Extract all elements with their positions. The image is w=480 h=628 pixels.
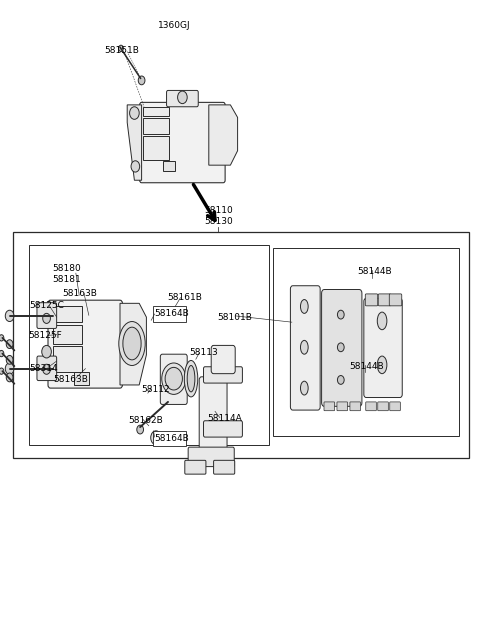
- FancyBboxPatch shape: [204, 421, 242, 437]
- Text: 58144B: 58144B: [358, 267, 392, 276]
- Circle shape: [138, 76, 145, 85]
- Polygon shape: [127, 105, 142, 180]
- Ellipse shape: [187, 365, 195, 392]
- FancyBboxPatch shape: [185, 460, 206, 474]
- Bar: [53, 346, 82, 372]
- Bar: [163, 161, 175, 171]
- Circle shape: [0, 368, 4, 374]
- Circle shape: [0, 350, 4, 357]
- Ellipse shape: [300, 340, 308, 354]
- Ellipse shape: [300, 381, 308, 395]
- Circle shape: [6, 355, 13, 364]
- Ellipse shape: [377, 312, 387, 330]
- Text: 58163B: 58163B: [62, 289, 97, 298]
- Text: 58130: 58130: [204, 217, 233, 225]
- Bar: [74, 372, 89, 385]
- FancyBboxPatch shape: [337, 402, 348, 411]
- Circle shape: [162, 363, 186, 394]
- FancyBboxPatch shape: [199, 377, 227, 455]
- FancyBboxPatch shape: [160, 354, 187, 404]
- Circle shape: [131, 161, 140, 172]
- Text: 58164B: 58164B: [155, 434, 189, 443]
- FancyBboxPatch shape: [324, 402, 335, 411]
- Bar: [143, 136, 169, 160]
- Bar: [143, 118, 169, 134]
- Circle shape: [5, 363, 14, 374]
- Bar: [29, 245, 269, 445]
- Circle shape: [43, 313, 50, 323]
- FancyBboxPatch shape: [188, 447, 234, 467]
- Circle shape: [151, 431, 161, 445]
- Bar: [153, 431, 186, 446]
- Circle shape: [43, 364, 50, 374]
- FancyBboxPatch shape: [366, 402, 376, 411]
- Circle shape: [154, 435, 158, 441]
- Circle shape: [119, 45, 123, 51]
- Text: 58161B: 58161B: [167, 293, 202, 302]
- FancyBboxPatch shape: [290, 286, 320, 410]
- FancyBboxPatch shape: [37, 303, 57, 328]
- Polygon shape: [209, 105, 238, 165]
- Circle shape: [6, 340, 13, 349]
- Text: 58164B: 58164B: [155, 310, 189, 318]
- FancyBboxPatch shape: [167, 90, 198, 107]
- Text: 58163B: 58163B: [54, 375, 89, 384]
- Circle shape: [178, 91, 187, 104]
- Text: 58162B: 58162B: [129, 416, 163, 425]
- Text: 1360GJ: 1360GJ: [158, 21, 191, 30]
- Circle shape: [130, 107, 139, 119]
- FancyBboxPatch shape: [350, 402, 360, 411]
- FancyBboxPatch shape: [322, 290, 362, 406]
- Ellipse shape: [123, 327, 141, 360]
- Text: 58112: 58112: [142, 385, 170, 394]
- FancyBboxPatch shape: [378, 402, 388, 411]
- FancyBboxPatch shape: [37, 356, 57, 381]
- Bar: [153, 306, 186, 322]
- Text: 58101B: 58101B: [217, 313, 252, 322]
- Circle shape: [337, 310, 344, 319]
- FancyBboxPatch shape: [204, 367, 242, 383]
- FancyBboxPatch shape: [214, 460, 235, 474]
- FancyBboxPatch shape: [140, 102, 225, 183]
- FancyBboxPatch shape: [211, 345, 235, 374]
- Text: 58110: 58110: [204, 206, 233, 215]
- Ellipse shape: [377, 356, 387, 374]
- FancyBboxPatch shape: [364, 298, 402, 398]
- Circle shape: [42, 345, 51, 358]
- Circle shape: [337, 376, 344, 384]
- Circle shape: [6, 373, 13, 382]
- FancyBboxPatch shape: [378, 294, 391, 306]
- FancyBboxPatch shape: [390, 402, 400, 411]
- Text: 58151B: 58151B: [105, 46, 140, 55]
- Ellipse shape: [300, 300, 308, 313]
- Text: 58114A: 58114A: [207, 414, 242, 423]
- Bar: [13, 232, 469, 458]
- Text: 58314: 58314: [30, 364, 59, 373]
- Text: 58125F: 58125F: [28, 331, 61, 340]
- Text: 58144B: 58144B: [349, 362, 384, 371]
- FancyBboxPatch shape: [48, 300, 122, 388]
- Circle shape: [5, 310, 14, 322]
- Text: 58180: 58180: [52, 264, 81, 273]
- Bar: [273, 248, 459, 436]
- FancyBboxPatch shape: [389, 294, 402, 306]
- Polygon shape: [120, 303, 146, 385]
- FancyBboxPatch shape: [365, 294, 378, 306]
- Ellipse shape: [119, 322, 145, 365]
- Bar: [53, 306, 82, 322]
- Circle shape: [165, 367, 182, 390]
- Bar: [143, 107, 169, 116]
- Circle shape: [0, 335, 4, 341]
- Text: 58125C: 58125C: [30, 301, 65, 310]
- Text: 58113: 58113: [190, 349, 218, 357]
- Text: 58181: 58181: [52, 275, 81, 284]
- Circle shape: [137, 425, 144, 434]
- Bar: [53, 325, 82, 344]
- Circle shape: [337, 343, 344, 352]
- Ellipse shape: [184, 360, 198, 397]
